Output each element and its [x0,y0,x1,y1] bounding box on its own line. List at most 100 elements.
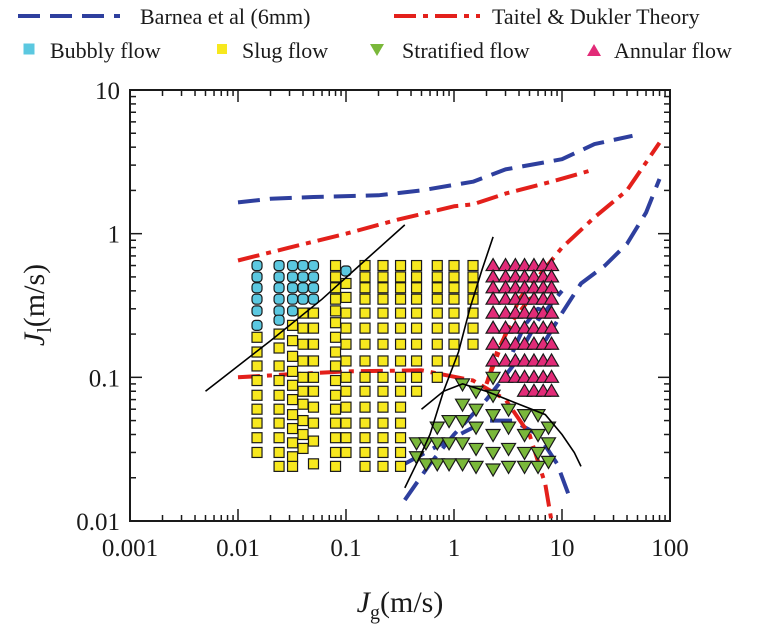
annular-point [497,290,514,305]
slug-point [394,282,407,294]
slug-point [359,271,371,283]
slug-point [329,446,342,459]
slug-point [394,271,407,283]
legend-entry-barnea: Barnea et al (6mm) [18,4,310,29]
slug-point [377,432,389,444]
slug-point [431,307,443,319]
boundary-lines [205,224,582,489]
stratified-point [485,446,502,461]
slug-point [307,401,320,413]
x-tick-label: 0.1 [330,535,361,562]
bubbly-point [273,271,285,283]
bubbly-point [297,259,309,272]
slug-point [340,417,352,429]
slug-point [394,446,407,459]
stratified-point [485,409,502,423]
slug-point [340,401,352,413]
slug-point [307,458,320,470]
bubbly-point [286,259,299,272]
slug-point [273,342,285,354]
slug-point [377,293,389,305]
stratified-point [485,371,502,386]
slug-point [377,259,389,272]
slug-point [340,371,352,383]
axis-ticks [129,89,671,522]
slug-point [329,346,342,358]
stratified-point [429,421,446,436]
slug-point [448,338,460,350]
slug-point [394,385,407,397]
slug-point [307,385,320,397]
bubbly-point [286,271,299,283]
stratified-point [429,458,446,473]
slug-point [297,338,309,350]
x-tick-label: 0.01 [216,535,260,562]
slug-point [410,371,423,383]
slug-point [394,460,407,472]
slug-point [273,403,285,415]
slug-point [273,460,285,472]
stratified-point [454,398,471,413]
slug-point [340,385,352,397]
stratified-point [540,455,557,470]
legend-label-barnea: Barnea et al (6mm) [140,4,310,29]
slug-point [410,355,423,367]
bubbly-point [273,293,285,305]
slug-point [286,350,299,362]
bubbly-point [273,305,285,317]
slug-point [251,417,263,429]
slug-point [431,322,443,334]
slug-point [394,432,407,444]
slug-point [307,355,320,367]
stratified-point [529,446,547,461]
slug-point [251,403,263,415]
x-axis-title: Jg(m/s) [357,586,444,624]
boundary-line [205,224,406,392]
bubbly-point [307,271,320,283]
slug-point [251,389,263,401]
slug-point [251,331,263,343]
legend-label-slug: Slug flow [242,38,328,63]
slug-point [307,371,320,383]
slug-point [286,460,299,472]
annular-point [543,352,560,367]
slug-point [394,355,407,367]
stratified-point [468,460,485,475]
stratified-point [429,437,446,452]
bubbly-point [273,282,285,294]
annular-point [543,319,560,334]
bubbly-point [251,305,263,317]
slug-point [377,446,389,459]
slug-point [431,282,443,294]
stratified-point [468,403,485,418]
slug-point [467,271,479,283]
bubbly-point [251,293,263,305]
x-tick-label: 0.001 [102,535,158,562]
slug-point [410,338,423,350]
stratified-point [441,414,458,429]
y-tick-label: 10 [95,78,120,105]
slug-point [394,371,407,383]
slug-point [467,338,479,350]
slug-point [410,322,423,334]
slug-point [431,371,443,383]
slug-point [297,398,309,410]
slug-point [394,417,407,429]
stratified-point [540,421,557,436]
bubbly-point [297,271,309,283]
slug-point [251,360,263,372]
slug-point [377,355,389,367]
bubbly-point [286,293,299,305]
slug-point [340,446,352,459]
slug-point [273,360,285,372]
slug-point [394,338,407,350]
slug-point [377,371,389,383]
slug-point [359,307,371,319]
stratified-point [516,409,533,423]
stratified-point [485,463,502,478]
slug-point [377,385,389,397]
annular-point [497,319,514,334]
bubbly-point [297,282,309,294]
bubbly-point [286,305,299,317]
